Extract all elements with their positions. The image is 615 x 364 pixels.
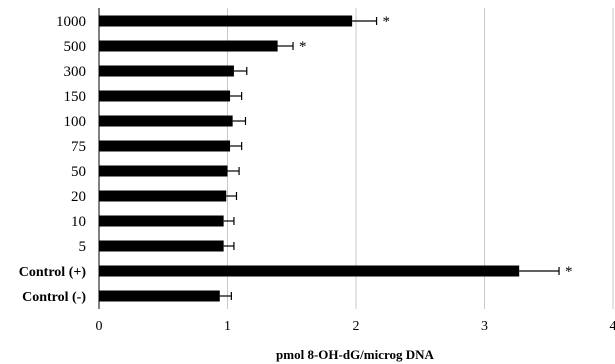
grid-lines (227, 8, 614, 309)
category-label-control: Control (+) (19, 265, 87, 280)
category-label-5: 5 (79, 239, 87, 255)
x-axis-title: pmol 8-OH-dG/microg DNA (276, 347, 435, 362)
category-label-500: 500 (64, 39, 87, 55)
bar-control (99, 290, 220, 302)
category-label-20: 20 (71, 189, 86, 205)
significance-marker-1000: * (383, 14, 391, 30)
category-label-control: Control (-) (22, 290, 86, 305)
significance-marker-control: * (565, 264, 573, 280)
bar-20 (99, 190, 227, 202)
x-tick-label-0: 0 (96, 319, 103, 334)
category-label-50: 50 (71, 164, 86, 180)
bar-1000 (99, 15, 353, 27)
bar-5 (99, 240, 224, 252)
category-labels: 1000 500 300 150 100 75 50 20 10 5 Control (+) Cont… (19, 14, 87, 305)
category-label-1000: 1000 (56, 14, 86, 30)
x-tick-labels: 0 1 2 3 4 (96, 319, 615, 334)
x-tick-label-3: 3 (481, 319, 488, 334)
bar-500 (99, 40, 278, 52)
category-label-10: 10 (71, 214, 86, 230)
significance-marker-500: * (299, 39, 307, 55)
category-label-100: 100 (64, 114, 87, 130)
x-tick-label-4: 4 (610, 319, 615, 334)
bar-control (99, 265, 520, 277)
category-label-75: 75 (71, 139, 86, 155)
bar-75 (99, 140, 231, 152)
bar-10 (99, 215, 224, 227)
bar-150 (99, 90, 231, 102)
bar-100 (99, 115, 233, 127)
error-bars-group: * * * (219, 14, 573, 300)
category-label-300: 300 (64, 64, 87, 80)
category-label-150: 150 (64, 89, 87, 105)
x-tick-label-2: 2 (353, 319, 360, 334)
x-tick-label-1: 1 (224, 319, 231, 334)
bar-50 (99, 165, 228, 177)
bar-300 (99, 65, 234, 77)
bars-group (99, 15, 520, 302)
